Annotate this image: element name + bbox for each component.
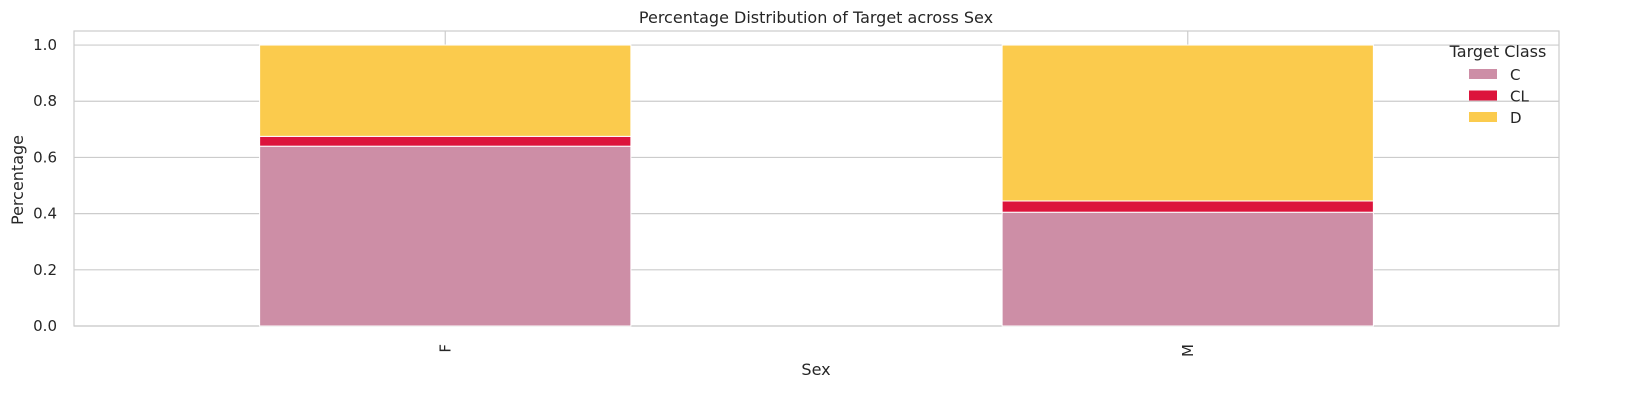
y-axis: 0.0 0.2 0.4 0.6 0.8 1.0 bbox=[33, 36, 57, 335]
y-axis-title: Percentage bbox=[8, 135, 27, 225]
bars bbox=[259, 44, 1374, 327]
y-tick-label: 1.0 bbox=[33, 36, 57, 54]
bar-M-D bbox=[1001, 44, 1374, 202]
y-tick-label: 0.4 bbox=[33, 205, 57, 223]
bar-M-CL bbox=[1001, 200, 1374, 213]
legend-swatch-CL bbox=[1469, 90, 1497, 101]
legend-swatch-C bbox=[1469, 69, 1497, 79]
chart-title: Percentage Distribution of Target across… bbox=[639, 8, 993, 27]
x-tick-label: M bbox=[1179, 344, 1197, 357]
legend-label: C bbox=[1510, 66, 1520, 84]
bar-M-C bbox=[1001, 211, 1374, 327]
x-axis-title: Sex bbox=[801, 360, 830, 379]
x-tick-label: F bbox=[436, 344, 454, 353]
legend-label: CL bbox=[1510, 88, 1529, 106]
bar-F-D bbox=[259, 44, 632, 137]
legend-swatch-D bbox=[1469, 112, 1497, 122]
y-tick-label: 0.0 bbox=[33, 317, 57, 335]
bar-F-CL bbox=[259, 135, 632, 147]
legend-label: D bbox=[1510, 109, 1522, 127]
y-tick-label: 0.6 bbox=[33, 148, 57, 166]
y-tick-label: 0.2 bbox=[33, 261, 57, 279]
legend-title: Target Class bbox=[1449, 42, 1547, 61]
bar-F-C bbox=[259, 145, 632, 327]
legend: Target Class C CL D bbox=[1449, 42, 1547, 127]
y-tick-label: 0.8 bbox=[33, 92, 57, 110]
